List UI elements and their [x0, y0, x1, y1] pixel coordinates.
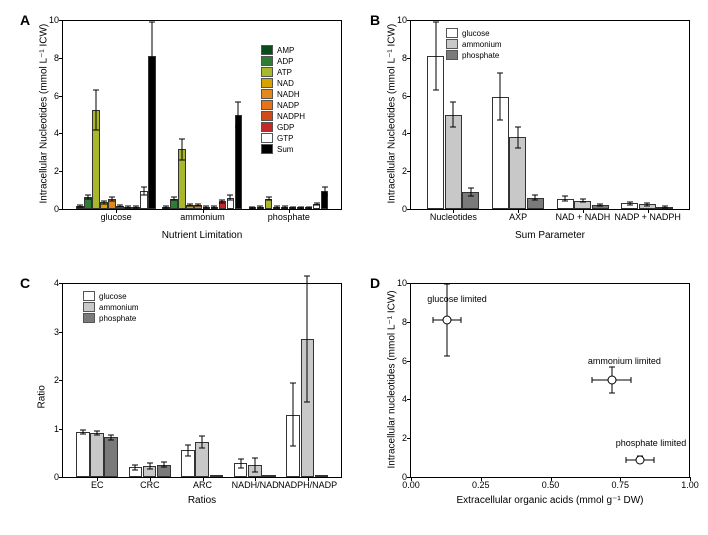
panel-a-xlabel: Nutrient Limitation: [62, 230, 342, 241]
panel-c-label: C: [20, 275, 30, 291]
legend-label: phosphate: [99, 314, 136, 323]
point-annotation: phosphate limited: [616, 438, 687, 448]
panel-b-ylabel: Intracellular Nucleotides (mmol L⁻¹ ICW): [387, 24, 398, 204]
legend-label: ATP: [277, 68, 292, 77]
legend-label: NADP: [277, 101, 299, 110]
bar: [235, 115, 243, 210]
legend-label: Sum: [277, 145, 293, 154]
panel-b-xlabel: Sum Parameter: [410, 230, 690, 241]
panel-c-ylabel: Ratio: [37, 349, 48, 409]
panel-b: Intracellular Nucleotides (mmol L⁻¹ ICW)…: [410, 20, 690, 240]
panel-b-plot: 0246810NucleotidesAXPNAD + NADHNADP + NA…: [410, 20, 690, 210]
legend-label: glucose: [99, 292, 127, 301]
scatter-point: [443, 315, 452, 324]
panel-d-label: D: [370, 275, 380, 291]
legend-label: AMP: [277, 46, 294, 55]
legend-label: NADPH: [277, 112, 305, 121]
panel-a-label: A: [20, 12, 30, 28]
panel-c-xlabel: Ratios: [62, 495, 342, 506]
bar: [76, 432, 90, 477]
panel-d-plot: 02468100.000.250.500.751.00glucose limit…: [410, 283, 690, 478]
panel-a-plot: 0246810glucoseammoniumphosphateAMPADPATP…: [62, 20, 342, 210]
legend: glucose ammonium phosphate: [83, 291, 139, 324]
legend-label: GDP: [277, 123, 294, 132]
legend-label: phosphate: [462, 51, 499, 60]
panel-c-plot: 01234ECCRCARCNADH/NADNADPH/NADPglucoseam…: [62, 283, 342, 478]
panel-a-ylabel: Intracellular Nucleotides (mmol L⁻¹ ICW): [39, 24, 50, 204]
bar: [90, 433, 104, 477]
point-annotation: glucose limited: [427, 294, 487, 304]
panel-d-ylabel: Intracellular nucleotides (mmol L⁻¹ ICW): [387, 289, 398, 469]
panel-d-xlabel: Extracellular organic acids (mmol g⁻¹ DW…: [410, 495, 690, 506]
legend-label: ammonium: [462, 40, 502, 49]
legend-label: NADH: [277, 90, 300, 99]
panel-b-label: B: [370, 12, 380, 28]
legend-label: ADP: [277, 57, 293, 66]
scatter-point: [607, 376, 616, 385]
legend-label: glucose: [462, 29, 490, 38]
legend: AMP ADP ATP NAD NADH NADP NADPH GDP GTP Sum: [261, 45, 305, 155]
point-annotation: ammonium limited: [588, 356, 661, 366]
bar: [104, 437, 118, 477]
scatter-point: [635, 455, 644, 464]
panel-a: Intracellular Nucleotides (mmol L⁻¹ ICW)…: [62, 20, 342, 240]
figure: A Intracellular Nucleotides (mmol L⁻¹ IC…: [0, 0, 708, 535]
legend-label: GTP: [277, 134, 293, 143]
panel-c: Ratio 01234ECCRCARCNADH/NADNADPH/NADPglu…: [62, 283, 342, 508]
legend-label: ammonium: [99, 303, 139, 312]
bar: [445, 115, 462, 210]
legend-label: NAD: [277, 79, 294, 88]
panel-d: Intracellular nucleotides (mmol L⁻¹ ICW)…: [410, 283, 690, 508]
legend: glucose ammonium phosphate: [446, 28, 502, 61]
